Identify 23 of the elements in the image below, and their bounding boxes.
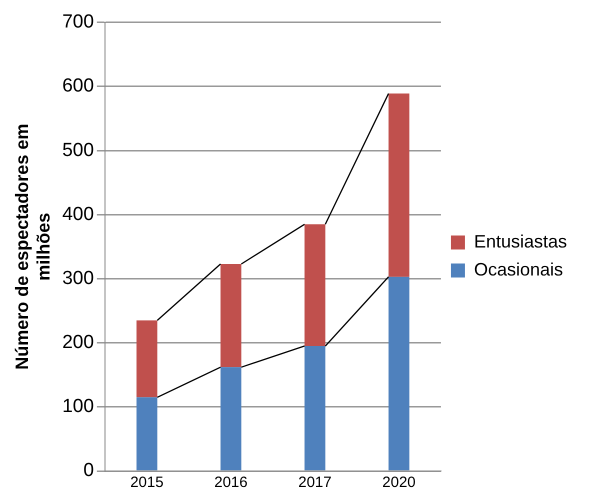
bar	[304, 224, 326, 346]
x-tick-label: 2016	[214, 474, 248, 492]
y-tick-label: 600	[62, 76, 94, 97]
bar	[388, 276, 410, 470]
x-tick-label: 2015	[130, 474, 164, 492]
y-tick-label: 100	[62, 396, 94, 418]
bar	[388, 94, 410, 277]
y-tick-label: 200	[62, 332, 94, 354]
y-tick-label: 500	[62, 140, 94, 161]
bar	[136, 397, 158, 470]
x-tick-label: 2020	[382, 474, 416, 492]
x-tick-label: 2017	[298, 474, 332, 492]
bar	[220, 264, 242, 368]
bar	[220, 367, 242, 470]
legend-label: Entusiastas	[474, 231, 568, 252]
y-tick-label: 700	[62, 12, 94, 33]
y-axis-title: Número de espectadores em milhões	[12, 124, 54, 370]
y-tick-label: 300	[62, 268, 94, 289]
y-tick-label: 400	[62, 204, 94, 225]
bar	[136, 320, 158, 398]
y-tick-label: 0	[83, 460, 94, 482]
bar	[304, 346, 326, 470]
legend-label: Ocasionais	[474, 259, 563, 280]
